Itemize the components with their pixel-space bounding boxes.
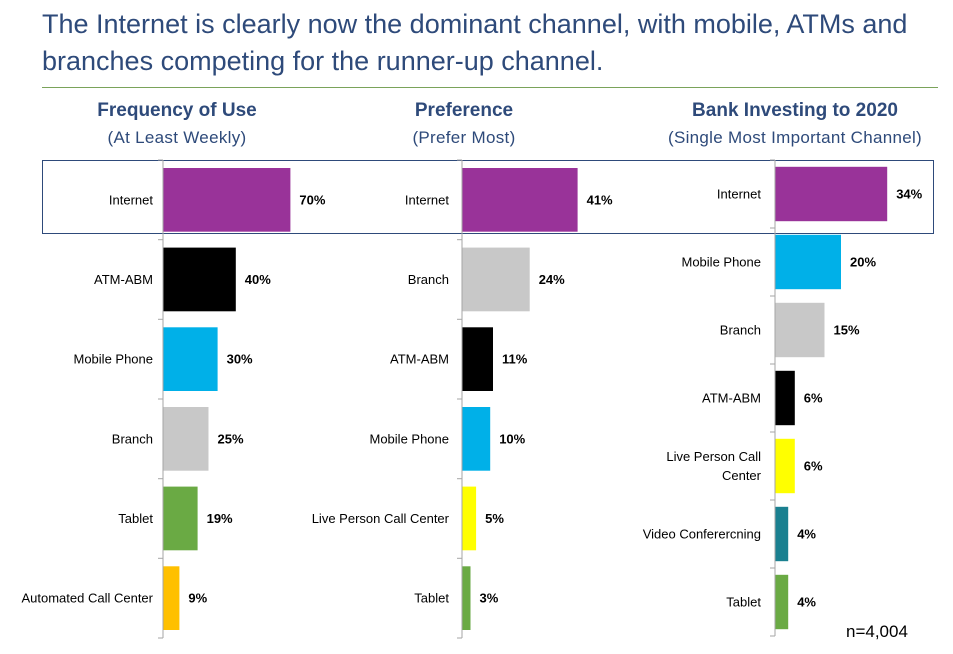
bar-mobile-phone — [163, 327, 218, 391]
category-label: Branch — [720, 323, 761, 338]
category-label: Mobile Phone — [682, 255, 762, 270]
category-label: Tablet — [414, 591, 449, 606]
bar-branch — [462, 247, 530, 312]
bar-internet — [163, 168, 291, 232]
bar-atm-abm — [462, 327, 493, 391]
category-label: Internet — [109, 192, 153, 207]
bar-automated-call-center — [163, 566, 180, 630]
value-label: 4% — [797, 595, 816, 610]
frequency-title: Frequency of Use — [97, 100, 257, 121]
category-label: ATM-ABM — [390, 352, 449, 367]
frequency-subtitle: (At Least Weekly) — [107, 128, 247, 147]
bar-branch — [775, 302, 825, 358]
value-label: 24% — [539, 272, 565, 287]
bar-tablet — [775, 574, 789, 630]
category-label: Branch — [408, 272, 449, 287]
bar-mobile-phone — [775, 234, 841, 290]
value-label: 20% — [850, 255, 876, 270]
value-label: 4% — [797, 527, 816, 542]
headline-divider — [42, 87, 938, 88]
sample-size-note: n=4,004 — [846, 622, 908, 641]
value-label: 40% — [245, 272, 271, 287]
category-label: Internet — [717, 187, 761, 202]
value-label: 34% — [896, 187, 922, 202]
value-label: 6% — [804, 391, 823, 406]
bar-video-conferercning — [775, 506, 789, 562]
value-label: 30% — [227, 352, 253, 367]
value-label: 41% — [587, 192, 613, 207]
value-label: 70% — [299, 192, 325, 207]
bar-atm-abm — [775, 370, 795, 426]
value-label: 19% — [207, 511, 233, 526]
category-label: ATM-ABM — [702, 391, 761, 406]
bar-internet — [775, 166, 888, 222]
preference-title: Preference — [414, 100, 514, 121]
bar-tablet — [163, 486, 198, 551]
category-label: Mobile Phone — [370, 431, 450, 446]
bar-internet — [462, 168, 578, 232]
investing-subtitle: (Single Most Important Channel) — [667, 128, 923, 147]
category-label: Video Conferercning — [643, 527, 761, 542]
category-label: Tablet — [726, 595, 761, 610]
value-label: 9% — [188, 591, 207, 606]
category-label: Automated Call Center — [21, 591, 153, 606]
headline: The Internet is clearly now the dominant… — [42, 9, 908, 76]
bar-branch — [163, 407, 209, 471]
category-label: Branch — [112, 431, 153, 446]
investing-title: Bank Investing to 2020 — [692, 100, 898, 121]
value-label: 10% — [499, 431, 525, 446]
value-label: 25% — [218, 431, 244, 446]
bar-live-person-call-center — [775, 438, 795, 494]
internet-highlight-box — [42, 160, 934, 234]
category-label: ATM-ABM — [94, 272, 153, 287]
bar-atm-abm — [163, 247, 236, 312]
value-label: 15% — [834, 323, 860, 338]
value-label: 6% — [804, 459, 823, 474]
category-label: Live Person Call Center — [666, 449, 761, 483]
category-label: Internet — [405, 192, 449, 207]
category-label: Tablet — [118, 511, 153, 526]
bar-tablet — [462, 566, 471, 630]
bar-mobile-phone — [462, 407, 491, 471]
value-label: 5% — [485, 511, 504, 526]
value-label: 3% — [480, 591, 499, 606]
value-label: 11% — [502, 352, 528, 367]
preference-subtitle: (Prefer Most) — [412, 128, 516, 147]
category-label: Mobile Phone — [74, 352, 154, 367]
bar-live-person-call-center — [462, 486, 477, 551]
category-label: Live Person Call Center — [312, 511, 450, 526]
